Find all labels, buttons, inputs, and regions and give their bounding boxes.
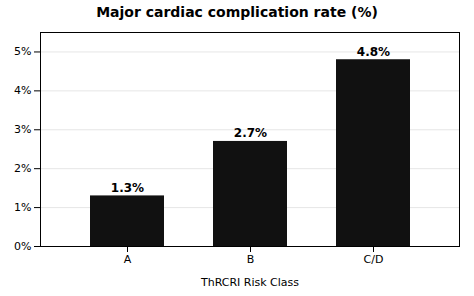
svg-text:5%: 5% bbox=[14, 45, 31, 58]
svg-text:4%: 4% bbox=[14, 84, 31, 97]
svg-text:2%: 2% bbox=[14, 162, 31, 175]
svg-text:A: A bbox=[124, 253, 132, 266]
svg-text:C/D: C/D bbox=[364, 253, 384, 266]
svg-text:1%: 1% bbox=[14, 201, 31, 214]
html-text:Major cardiac complication rat: Major cardiac complication rate (%) bbox=[96, 4, 378, 20]
svg-text:B: B bbox=[247, 253, 255, 266]
svg-text:1.3%: 1.3% bbox=[111, 181, 144, 195]
svg-text:0%: 0% bbox=[14, 240, 31, 253]
svg-text:ThRCRI Risk Class: ThRCRI Risk Class bbox=[200, 276, 299, 289]
svg-text:2.7%: 2.7% bbox=[234, 126, 267, 140]
svg-text:3%: 3% bbox=[14, 123, 31, 136]
svg-text:4.8%: 4.8% bbox=[357, 45, 390, 59]
